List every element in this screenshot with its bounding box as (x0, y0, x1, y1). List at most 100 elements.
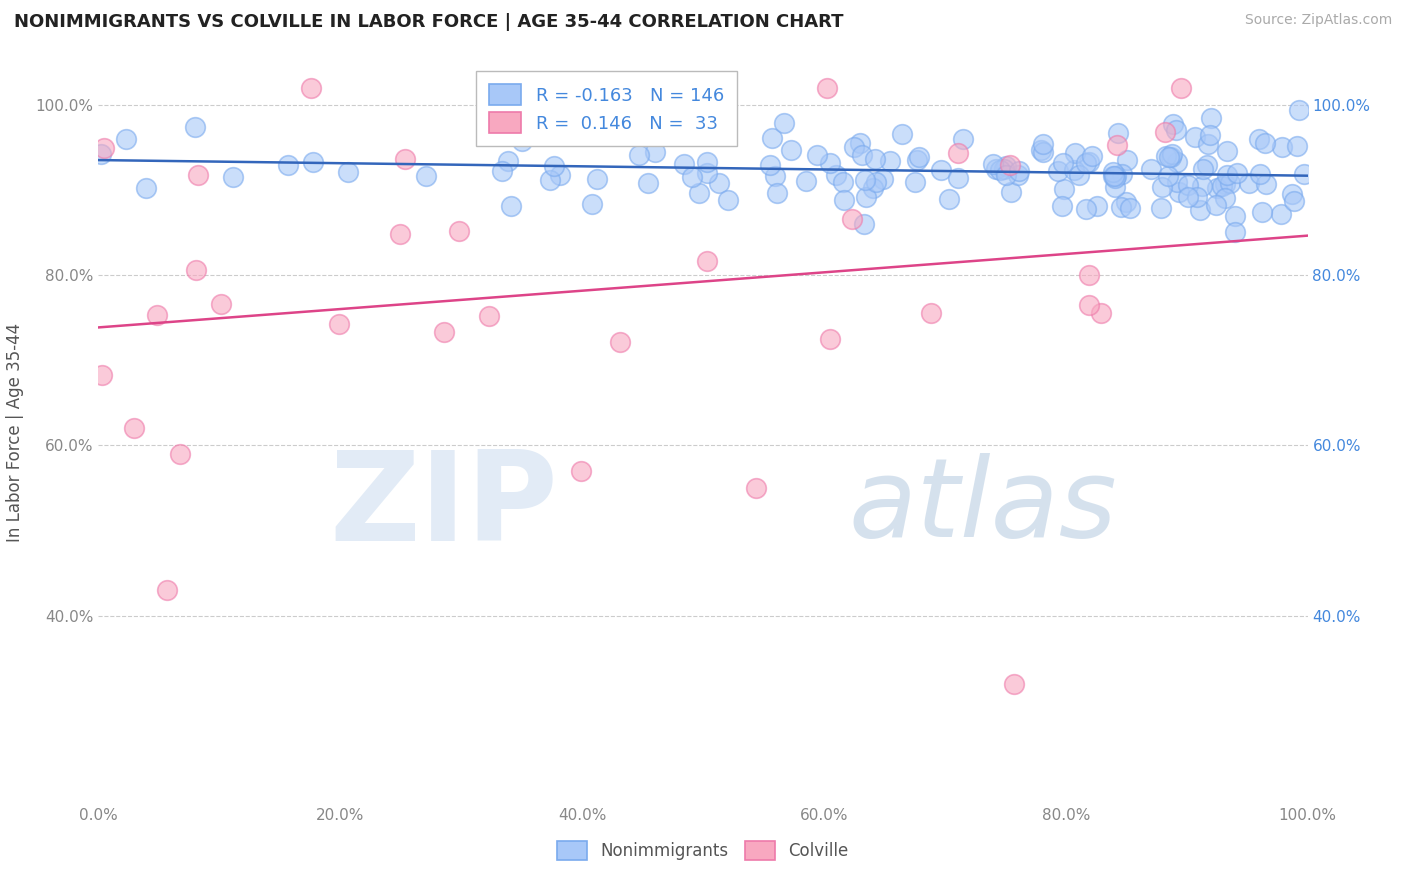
Point (1281, 186, 1303, 201)
Point (1157, 150, 1180, 164)
Point (510, 134, 533, 148)
Point (696, 154, 718, 169)
Point (1185, 190, 1208, 204)
Point (903, 175, 925, 189)
Point (277, 158, 299, 172)
Point (1216, 144, 1239, 158)
Point (1249, 168, 1271, 182)
Point (1085, 199, 1108, 213)
Y-axis label: In Labor Force | Age 35-44: In Labor Force | Age 35-44 (7, 323, 24, 542)
Point (1205, 198, 1227, 212)
Legend: Nonimmigrants, Colville: Nonimmigrants, Colville (548, 832, 858, 869)
Point (388, 227, 411, 241)
Point (1078, 268, 1101, 283)
Point (627, 148, 650, 162)
Point (1188, 203, 1211, 218)
Point (1177, 178, 1199, 192)
Point (543, 159, 565, 173)
Point (841, 212, 863, 227)
Point (855, 190, 877, 204)
Point (1000, 186, 1022, 200)
Point (486, 117, 509, 131)
Point (585, 172, 607, 186)
Point (302, 155, 325, 169)
Point (986, 162, 1008, 177)
Point (920, 306, 942, 320)
Point (1115, 194, 1137, 209)
Point (1197, 158, 1219, 172)
Point (1156, 169, 1178, 183)
Point (1104, 180, 1126, 194)
Point (115, 131, 138, 145)
Point (1032, 145, 1054, 159)
Point (763, 169, 786, 184)
Point (550, 168, 572, 182)
Point (1154, 125, 1177, 139)
Point (1166, 155, 1188, 169)
Point (890, 127, 912, 141)
Point (328, 318, 350, 332)
Text: NONIMMIGRANTS VS COLVILLE IN LABOR FORCE | AGE 35-44 CORRELATION CHART: NONIMMIGRANTS VS COLVILLE IN LABOR FORCE… (14, 13, 844, 31)
Point (1219, 176, 1241, 190)
Point (624, 120, 647, 135)
Point (1150, 201, 1173, 215)
Point (637, 177, 659, 191)
Point (124, 421, 146, 435)
Point (879, 153, 901, 168)
Point (817, 81, 839, 95)
Point (1105, 138, 1128, 153)
Point (1282, 194, 1305, 208)
Point (1161, 147, 1184, 161)
Point (1288, 103, 1310, 117)
Point (1064, 145, 1087, 160)
Point (1270, 207, 1292, 221)
Text: atlas: atlas (848, 453, 1116, 560)
Point (761, 130, 783, 145)
Point (184, 262, 207, 277)
Point (169, 447, 191, 461)
Point (1161, 117, 1184, 131)
Point (491, 163, 513, 178)
Point (1198, 128, 1220, 143)
Point (1160, 151, 1182, 165)
Point (998, 158, 1021, 172)
Point (862, 181, 884, 195)
Point (1271, 140, 1294, 154)
Point (1164, 123, 1187, 137)
Point (1081, 149, 1104, 163)
Point (946, 171, 969, 186)
Point (1074, 155, 1097, 169)
Point (1213, 177, 1236, 191)
Point (853, 218, 876, 232)
Point (1007, 168, 1029, 182)
Point (1166, 175, 1188, 189)
Point (717, 193, 740, 207)
Point (820, 155, 842, 169)
Point (209, 297, 232, 311)
Point (1090, 306, 1112, 320)
Point (1211, 179, 1233, 194)
Point (1225, 225, 1247, 239)
Point (765, 186, 787, 200)
Point (501, 199, 523, 213)
Point (1115, 153, 1137, 167)
Point (995, 159, 1018, 173)
Point (1032, 137, 1054, 152)
Point (1063, 163, 1085, 178)
Point (415, 169, 437, 183)
Point (1107, 126, 1129, 140)
Point (496, 153, 519, 168)
Point (1119, 202, 1142, 216)
Point (93, 140, 115, 154)
Point (1074, 202, 1097, 217)
Point (1192, 161, 1215, 176)
Point (1050, 199, 1073, 213)
Text: Source: ZipAtlas.com: Source: ZipAtlas.com (1244, 13, 1392, 28)
Point (744, 481, 766, 495)
Point (834, 193, 856, 207)
Point (672, 157, 695, 171)
Point (772, 116, 794, 130)
Point (187, 168, 209, 182)
Point (849, 136, 872, 150)
Point (825, 168, 848, 182)
